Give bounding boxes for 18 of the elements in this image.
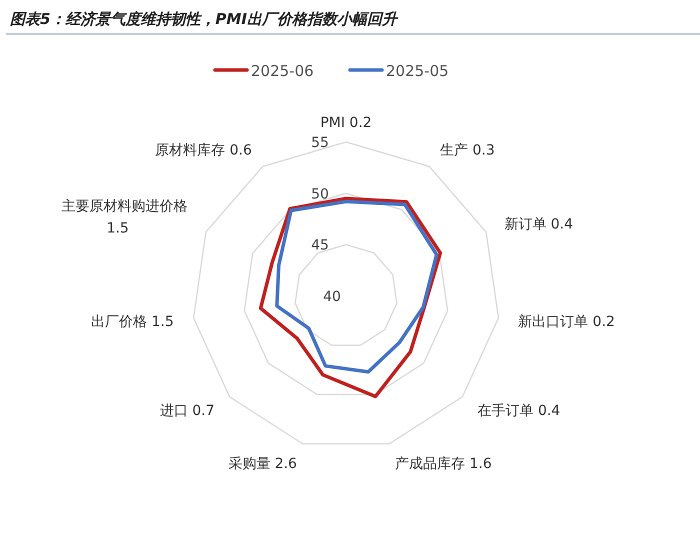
y-tick-label: 45 [311, 238, 329, 254]
spoke-label: 主要原材料购进价格 1.5 [62, 198, 188, 237]
spoke-label: PMI 0.2 [320, 115, 372, 131]
spoke-label: 采购量 2.6 [228, 456, 298, 472]
spoke-label: 在手订单 0.4 [478, 402, 560, 419]
y-tick-label: 40 [323, 289, 341, 305]
spoke-label: 进口 0.7 [160, 402, 214, 419]
spoke-label: 新出口订单 0.2 [518, 314, 615, 330]
y-tick-label: 50 [311, 186, 329, 202]
spoke-label: 出厂价格 1.5 [91, 314, 174, 330]
legend-label: 2025-06 [251, 62, 314, 80]
y-tick-label: 55 [311, 135, 329, 151]
legend-label: 2025-05 [386, 62, 449, 80]
spoke-label: 生产 0.3 [440, 142, 495, 159]
chart-title: 图表5：经济景气度维持韧性，PMI出厂价格指数小幅回升 [10, 10, 399, 28]
spoke-label: 原材料库存 0.6 [155, 142, 252, 159]
spoke-label: 产成品库存 1.6 [395, 456, 492, 472]
spoke-label: 新订单 0.4 [504, 216, 574, 233]
